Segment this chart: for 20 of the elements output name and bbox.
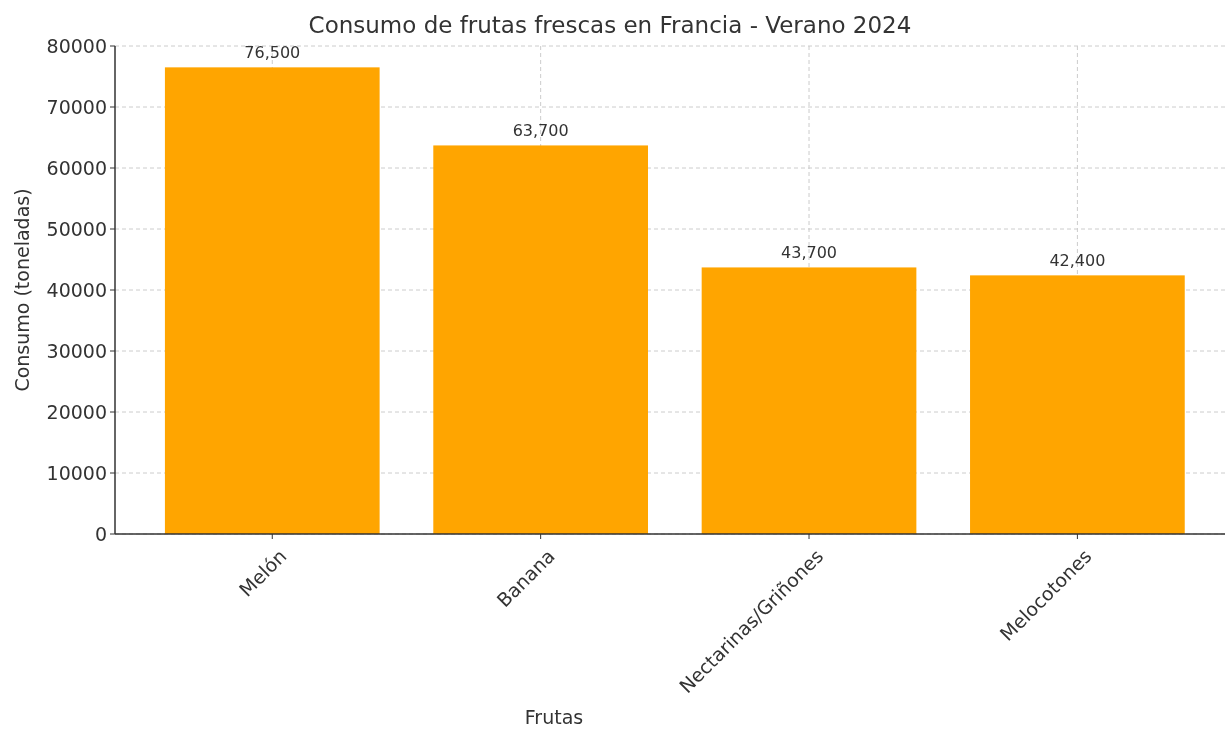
y-tick-label: 20000 [46,400,107,423]
x-axis-title: Frutas [524,706,584,728]
y-tick-label: 80000 [46,34,107,57]
bar [970,275,1185,534]
chart-title: Consumo de frutas frescas en Francia - Verano 2024 [308,12,912,38]
data-label: 76,500 [244,43,301,63]
data-label: 43,700 [781,243,838,263]
bar [433,145,648,534]
y-tick-label: 0 [94,522,107,545]
y-axis-title: Consumo (toneladas) [11,188,33,392]
y-tick-label: 40000 [46,278,107,301]
y-tick-label: 10000 [46,461,107,484]
bar [701,267,917,534]
data-label: 42,400 [1049,251,1106,271]
y-tick-label: 50000 [46,217,107,240]
y-tick-label: 70000 [46,95,107,118]
y-tick-label: 60000 [46,156,107,179]
data-label: 63,700 [512,121,569,141]
bar [164,67,380,534]
y-tick-label: 30000 [46,339,107,362]
